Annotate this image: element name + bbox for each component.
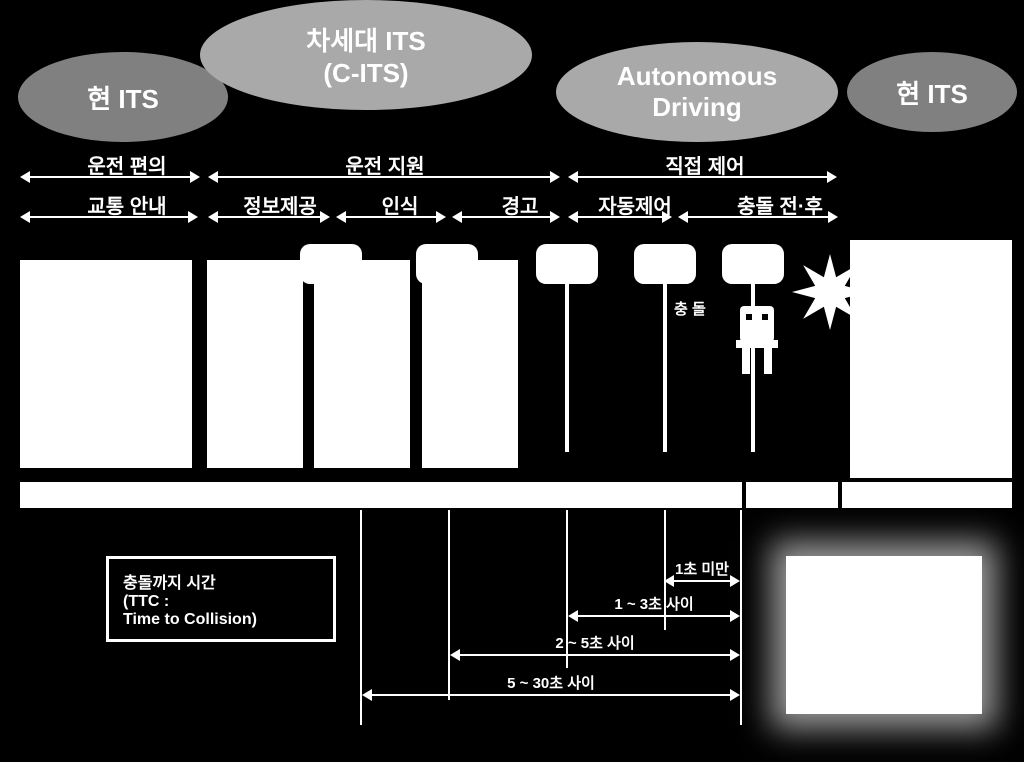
- category-label: 경고: [490, 190, 550, 219]
- category-label: 충돌 전·후: [720, 190, 840, 219]
- ellipse-next-gen-its: 차세대 ITS(C-ITS): [200, 0, 532, 110]
- category-arrow: [338, 216, 444, 218]
- category-arrow: [570, 176, 835, 178]
- category-arrow: [570, 216, 670, 218]
- ttc-arrow: [364, 694, 738, 696]
- ttc-arrow-label: 1 ~ 3초 사이: [570, 593, 738, 614]
- sign-post: [722, 244, 784, 284]
- ttc-arrow-label: 5 ~ 30초 사이: [364, 672, 738, 693]
- ellipse-autonomous: AutonomousDriving: [556, 42, 838, 142]
- category-label: 정보제공: [225, 190, 335, 219]
- glow-box: [786, 556, 982, 714]
- content-box: [312, 258, 412, 470]
- content-box: [205, 258, 305, 470]
- content-box: [848, 238, 1014, 480]
- burst-icon: [790, 252, 870, 332]
- category-label: 자동제어: [580, 190, 690, 219]
- timeline-divider: [742, 480, 746, 510]
- ellipse-current-its-1: 현 ITS: [18, 52, 228, 142]
- content-box: [420, 258, 520, 470]
- ellipse-current-its-2: 현 ITS: [847, 52, 1017, 132]
- category-label: 인식: [370, 190, 430, 219]
- category-arrow: [210, 176, 558, 178]
- ttc-arrow: [570, 615, 738, 617]
- sign-post: [536, 244, 598, 284]
- category-label: 교통 안내: [62, 190, 192, 219]
- ttc-arrow: [666, 580, 738, 582]
- category-arrow: [210, 216, 328, 218]
- sign-post: [300, 244, 362, 284]
- collision-label: 충 돌: [674, 298, 706, 319]
- category-label: 직접 제어: [640, 150, 770, 179]
- category-arrow: [22, 176, 198, 178]
- ttc-arrow-label: 1초 미만: [666, 558, 738, 579]
- category-label: 운전 편의: [62, 150, 192, 179]
- category-arrow: [680, 216, 836, 218]
- ttc-arrow-label: 2 ~ 5초 사이: [452, 632, 738, 653]
- ttc-vline: [740, 510, 742, 725]
- ttc-legend-box: 충돌까지 시간(TTC :Time to Collision): [106, 556, 336, 642]
- category-arrow: [454, 216, 558, 218]
- sign-post: [416, 244, 478, 284]
- figure-icon: [732, 306, 782, 376]
- content-box: [18, 258, 194, 470]
- ttc-arrow: [452, 654, 738, 656]
- timeline-divider: [838, 480, 842, 510]
- timeline-bar: [18, 480, 1014, 510]
- category-arrow: [22, 216, 196, 218]
- category-label: 운전 지원: [320, 150, 450, 179]
- sign-post: [634, 244, 696, 284]
